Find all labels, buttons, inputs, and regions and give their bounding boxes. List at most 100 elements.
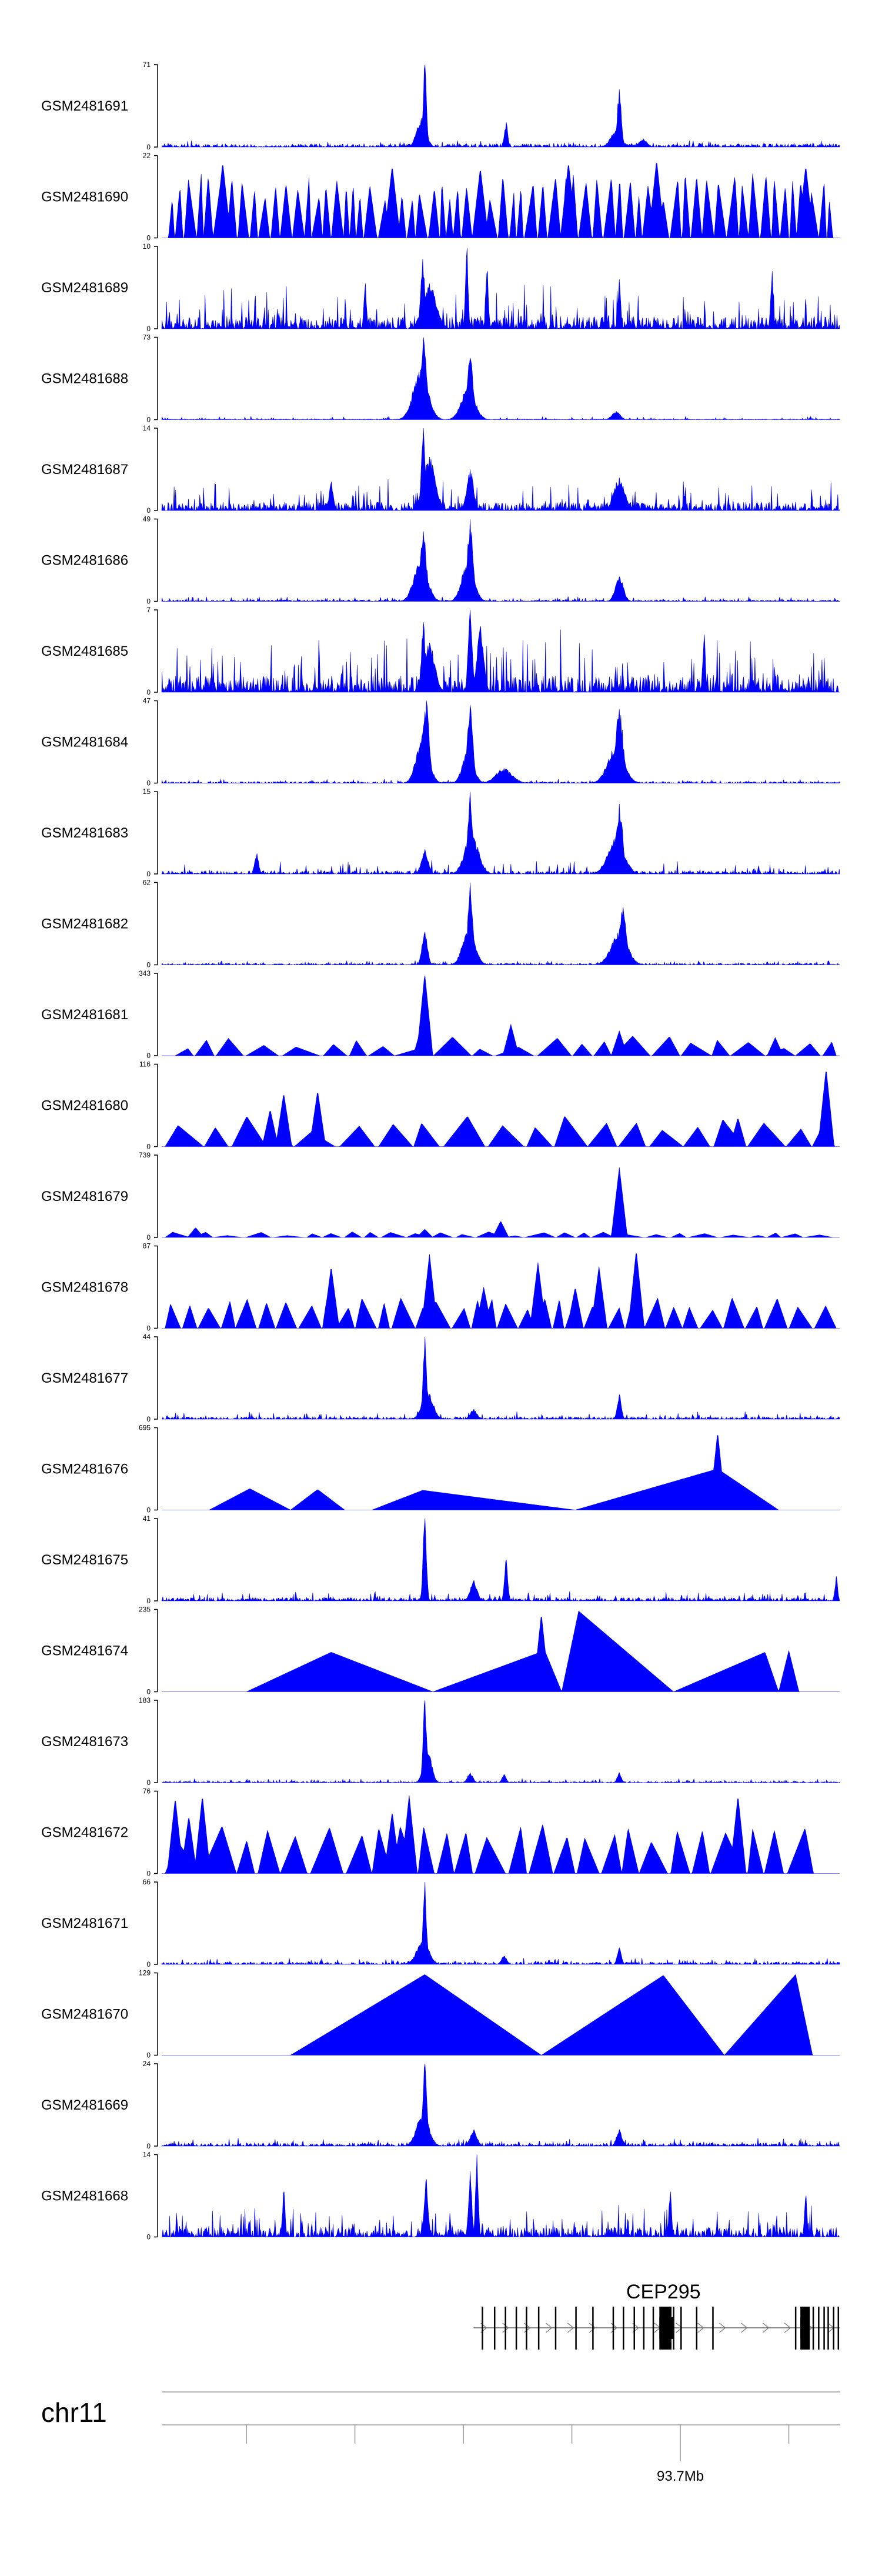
coverage-area (162, 1336, 840, 1420)
y-max-label: 10 (143, 242, 151, 251)
track-GSM2481673: GSM2481673 183 0 (41, 1696, 840, 1787)
exon-block (659, 2317, 673, 2339)
y-max-label: 22 (143, 152, 151, 160)
exon (818, 2307, 820, 2350)
coverage-area (161, 2063, 840, 2147)
exon (592, 2307, 594, 2350)
track-label: GSM2481688 (41, 371, 128, 387)
track-GSM2481668: GSM2481668 14 0 (41, 2151, 840, 2241)
coverage-area (161, 1881, 840, 1966)
exon (673, 2307, 674, 2350)
track-label: GSM2481685 (41, 643, 128, 659)
coverage-tracks: GSM2481691710GSM2481690220GSM2481689100G… (41, 61, 840, 2241)
exon (526, 2307, 527, 2350)
track-label: GSM2481672 (41, 1825, 128, 1841)
track-GSM2481688: GSM2481688 73 0 (41, 333, 840, 424)
track-label: GSM2481679 (41, 1189, 128, 1204)
track-GSM2481672: GSM2481672 76 0 (41, 1787, 840, 1878)
track-label: GSM2481676 (41, 1461, 128, 1477)
y-max-label: 44 (143, 1333, 151, 1341)
y-min-label: 0 (146, 1415, 151, 1423)
strand-arrow (589, 2323, 596, 2333)
y-max-label: 14 (143, 424, 151, 432)
coverage-area (161, 882, 840, 966)
track-label: GSM2481684 (41, 735, 128, 750)
track-label: GSM2481669 (41, 2097, 128, 2113)
exon (680, 2307, 682, 2350)
strand-arrow (762, 2323, 770, 2333)
y-min-label: 0 (146, 779, 151, 788)
y-max-label: 62 (143, 879, 151, 887)
y-max-label: 71 (143, 61, 151, 69)
exon (505, 2307, 506, 2350)
y-min-label: 0 (146, 1506, 151, 1514)
y-max-label: 66 (143, 1878, 151, 1886)
track-GSM2481690: GSM2481690 22 0 (41, 152, 840, 242)
track-label: GSM2481677 (41, 1370, 128, 1386)
track-label: GSM2481673 (41, 1734, 128, 1750)
coverage-area (162, 1795, 840, 1874)
strand-arrow (697, 2323, 704, 2333)
y-min-label: 0 (146, 143, 151, 151)
y-min-label: 0 (146, 234, 151, 242)
y-max-label: 87 (143, 1242, 151, 1250)
y-min-label: 0 (146, 1324, 151, 1333)
exon (712, 2307, 714, 2350)
track-GSM2481675: GSM2481675 41 0 (41, 1514, 840, 1605)
strand-arrow (676, 2323, 683, 2333)
y-max-label: 343 (139, 969, 151, 977)
track-GSM2481691: GSM2481691 71 0 (41, 61, 840, 151)
coverage-area (162, 975, 840, 1056)
coverage-area (161, 1518, 840, 1602)
y-min-label: 0 (146, 1233, 151, 1242)
strand-arrow (567, 2323, 574, 2333)
y-max-label: 14 (143, 2151, 151, 2159)
exon (652, 2307, 654, 2350)
y-max-label: 116 (139, 1060, 151, 1069)
track-label: GSM2481674 (41, 1643, 128, 1659)
track-GSM2481669: GSM2481669 24 0 (41, 2060, 840, 2150)
y-min-label: 0 (146, 416, 151, 424)
y-max-label: 76 (143, 1787, 151, 1796)
track-GSM2481674: GSM2481674 235 0 (41, 1606, 840, 1696)
exon (823, 2307, 825, 2350)
track-GSM2481681: GSM2481681 343 0 (41, 969, 840, 1060)
axis-position-label: 93.7Mb (657, 2468, 704, 2484)
exon (575, 2307, 577, 2350)
track-label: GSM2481675 (41, 1552, 128, 1568)
coverage-area (161, 700, 840, 784)
chromosome-label: chr11 (41, 2397, 107, 2428)
track-label: GSM2481671 (41, 1916, 128, 1931)
coverage-area (161, 248, 840, 330)
track-label: GSM2481689 (41, 280, 128, 296)
coverage-area (162, 1253, 840, 1329)
track-label: GSM2481690 (41, 189, 128, 205)
track-GSM2481689: GSM2481689 10 0 (41, 242, 840, 333)
track-label: GSM2481668 (41, 2188, 128, 2204)
chromosome-axis: chr11 93.7Mb (41, 2391, 840, 2484)
coverage-area (162, 1974, 840, 2056)
y-min-label: 0 (146, 1960, 151, 1968)
y-max-label: 129 (139, 1969, 151, 1977)
y-max-label: 15 (143, 788, 151, 796)
strand-arrow (545, 2323, 553, 2333)
coverage-area (161, 609, 840, 693)
coverage-area (161, 2154, 840, 2238)
exon (837, 2307, 840, 2350)
exon (623, 2307, 624, 2350)
exon (612, 2307, 614, 2350)
coverage-area (161, 428, 840, 512)
y-min-label: 0 (146, 1597, 151, 1605)
track-GSM2481670: GSM2481670 129 0 (41, 1969, 840, 2060)
y-min-label: 0 (146, 1143, 151, 1151)
coverage-area (162, 1072, 840, 1147)
y-min-label: 0 (146, 506, 151, 515)
y-min-label: 0 (146, 1052, 151, 1060)
y-min-label: 0 (146, 688, 151, 696)
track-label: GSM2481691 (41, 98, 128, 114)
y-max-label: 24 (143, 2060, 151, 2068)
y-min-label: 0 (146, 325, 151, 333)
exon (643, 2307, 645, 2350)
y-min-label: 0 (146, 2051, 151, 2060)
